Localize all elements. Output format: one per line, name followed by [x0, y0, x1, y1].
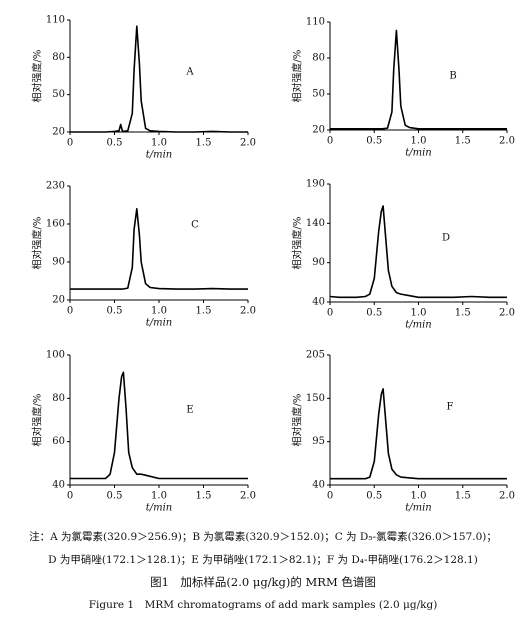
y-tick-label: 40	[312, 297, 325, 308]
chromatogram-line	[330, 388, 507, 480]
y-tick-label: 50	[312, 89, 325, 100]
chromatogram-line	[70, 25, 248, 133]
x-tick-label: 0.5	[366, 136, 382, 147]
x-axis-label: t/min	[146, 503, 173, 514]
x-tick-label: 0.5	[107, 138, 123, 149]
x-tick-label: 1.5	[196, 306, 212, 317]
y-tick-label: 80	[52, 52, 65, 63]
x-tick-label: 2.0	[240, 491, 256, 502]
y-tick-label: 20	[312, 125, 325, 136]
y-axis-label: 相对强度/%	[291, 394, 304, 447]
y-tick-label: 140	[306, 218, 325, 229]
x-axis-label: t/min	[405, 320, 432, 331]
x-tick-label: 1.0	[411, 308, 427, 319]
y-tick-label: 60	[52, 436, 65, 447]
panel-label: B	[449, 71, 456, 82]
x-tick-label: 0	[67, 306, 73, 317]
x-axis-label: t/min	[405, 148, 432, 159]
figure-title: Figure 1 MRM chromatograms of add mark s…	[89, 599, 438, 611]
y-tick-label: 50	[52, 89, 65, 100]
panel-label: F	[447, 402, 454, 413]
x-tick-label: 1.5	[196, 491, 212, 502]
y-axis-label: 相对强度/%	[291, 50, 304, 103]
chromatogram-line	[329, 205, 507, 299]
x-axis-label: t/min	[146, 150, 173, 161]
y-axis-label: 相对强度/%	[31, 394, 44, 447]
chromatogram-line	[70, 208, 248, 290]
y-tick-label: 40	[52, 480, 65, 491]
x-tick-label: 2.0	[240, 306, 256, 317]
panel-label: C	[191, 220, 199, 231]
y-axis-label: 相对强度/%	[31, 50, 44, 103]
x-tick-label: 0.5	[107, 491, 123, 502]
y-tick-label: 90	[312, 257, 325, 268]
y-tick-label: 80	[52, 393, 65, 404]
x-tick-label: 0	[327, 136, 333, 147]
x-tick-label: 0	[67, 138, 73, 149]
x-tick-label: 1.5	[455, 136, 471, 147]
x-tick-label: 2.0	[240, 138, 256, 149]
x-tick-label: 0.5	[107, 306, 123, 317]
y-tick-label: 150	[306, 393, 325, 404]
note: D 为甲硝唑(172.1＞128.1)；E 为甲硝唑(172.1＞82.1)；F…	[48, 553, 478, 566]
x-tick-label: 1.0	[151, 138, 167, 149]
x-tick-label: 1.0	[151, 306, 167, 317]
x-tick-label: 2.0	[499, 136, 515, 147]
x-axis-label: t/min	[405, 503, 432, 514]
x-tick-label: 1.5	[455, 491, 471, 502]
y-tick-label: 190	[306, 179, 325, 190]
x-tick-label: 0.5	[366, 308, 382, 319]
panel-label: A	[185, 67, 194, 78]
x-axis-label: t/min	[146, 318, 173, 329]
x-tick-label: 1.5	[196, 138, 212, 149]
note: 注：A 为氯霉素(320.9＞256.9)；B 为氯霉素(320.9＞152.0…	[29, 530, 497, 543]
y-tick-label: 100	[46, 350, 65, 361]
x-tick-label: 1.0	[151, 491, 167, 502]
y-tick-label: 205	[306, 350, 325, 361]
x-tick-label: 1.5	[455, 308, 471, 319]
panel-label: D	[442, 233, 450, 244]
figure-title: 图1 加标样品(2.0 μg/kg)的 MRM 色谱图	[150, 575, 376, 589]
x-tick-label: 0	[327, 491, 333, 502]
y-tick-label: 40	[312, 480, 325, 491]
chromatogram-line	[330, 29, 507, 130]
panel-label: E	[186, 405, 193, 416]
chromatogram-line	[70, 371, 248, 480]
y-axis-label: 相对强度/%	[291, 217, 304, 270]
y-axis-label: 相对强度/%	[31, 217, 44, 270]
x-tick-label: 0	[67, 491, 73, 502]
x-tick-label: 0	[327, 308, 333, 319]
x-tick-label: 2.0	[499, 491, 515, 502]
x-tick-label: 1.0	[411, 491, 427, 502]
y-tick-label: 20	[52, 295, 65, 306]
y-tick-label: 160	[46, 219, 65, 230]
y-tick-label: 110	[46, 15, 65, 26]
y-tick-label: 80	[312, 53, 325, 64]
x-tick-label: 0.5	[366, 491, 382, 502]
y-tick-label: 95	[312, 436, 325, 447]
x-tick-label: 1.0	[411, 136, 427, 147]
y-tick-label: 230	[46, 181, 65, 192]
y-tick-label: 20	[52, 127, 65, 138]
y-tick-label: 110	[306, 17, 325, 28]
y-tick-label: 90	[52, 257, 65, 268]
x-tick-label: 2.0	[499, 308, 515, 319]
